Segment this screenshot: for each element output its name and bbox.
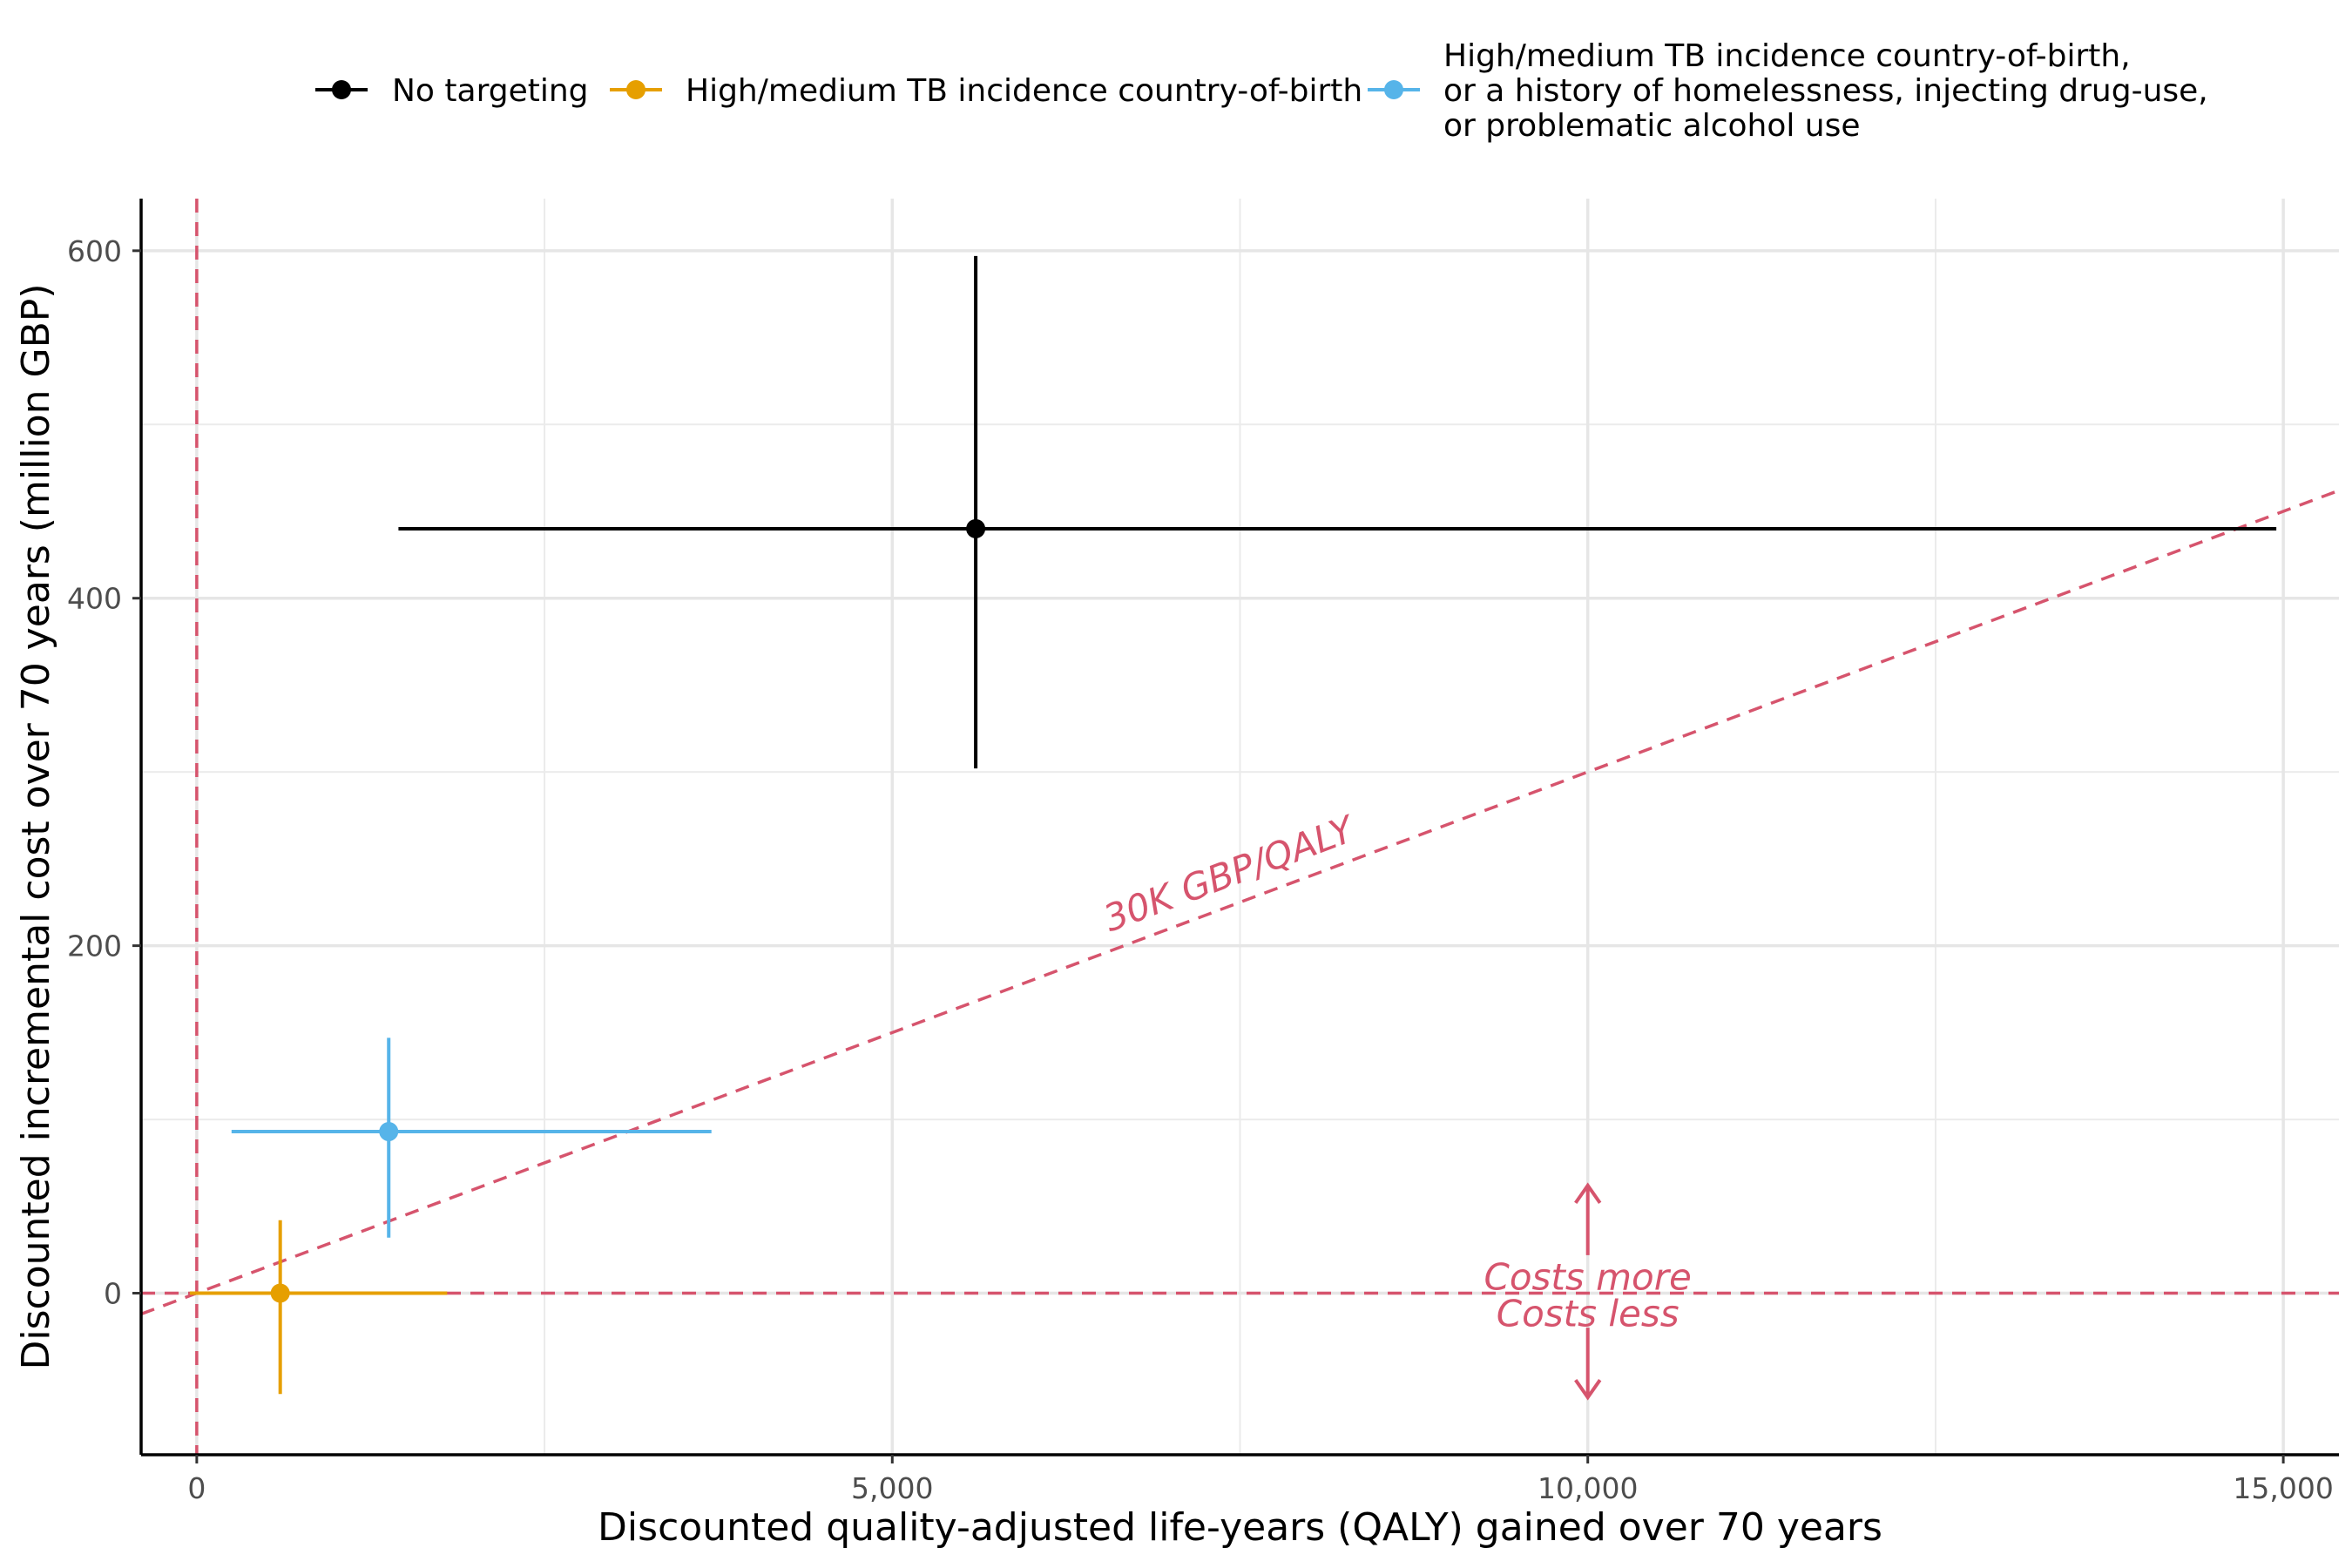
x-tick-label: 10,000 xyxy=(1538,1471,1638,1505)
costs-more-arrowhead xyxy=(1574,1182,1602,1205)
y-tick-label: 600 xyxy=(67,234,122,268)
data-point xyxy=(270,1283,290,1303)
threshold-label: 30K GBP/QALY xyxy=(1098,807,1362,940)
data-points xyxy=(270,518,986,1303)
threshold-line xyxy=(140,489,2340,1316)
data-point xyxy=(966,518,986,538)
x-tick-label: 5,000 xyxy=(851,1471,933,1505)
y-tick-label: 400 xyxy=(67,582,122,616)
costs-more-label: Costs more xyxy=(1484,1256,1692,1299)
x-axis-title: Discounted quality-adjusted life-years (… xyxy=(598,1505,1882,1550)
legend-key-point xyxy=(332,80,351,99)
legend-label: High/medium TB incidence country-of-birt… xyxy=(686,73,1362,109)
costs-less-arrowhead xyxy=(1574,1379,1602,1401)
reference-lines xyxy=(140,199,2340,1455)
legend-key-point xyxy=(1384,80,1403,99)
x-tick-label: 0 xyxy=(187,1471,206,1505)
legend-label: High/medium TB incidence country-of-birt… xyxy=(1443,38,2208,144)
costs-less-label: Costs less xyxy=(1497,1293,1680,1335)
legend-key-point xyxy=(626,80,645,99)
y-axis-title: Discounted incremental cost over 70 year… xyxy=(14,283,58,1369)
error-bars xyxy=(189,255,2277,1395)
legend: No targeting High/medium TB incidence cou… xyxy=(315,38,2208,144)
tick-labels: 0 5,000 10,000 15,000 0 200 400 600 xyxy=(67,234,2334,1505)
gridlines xyxy=(141,199,2339,1455)
legend-label: No targeting xyxy=(392,73,589,109)
y-tick-label: 200 xyxy=(67,929,122,963)
x-tick-label: 15,000 xyxy=(2233,1471,2333,1505)
axes xyxy=(139,199,2339,1456)
y-tick-label: 0 xyxy=(104,1277,122,1311)
data-point xyxy=(379,1122,399,1142)
